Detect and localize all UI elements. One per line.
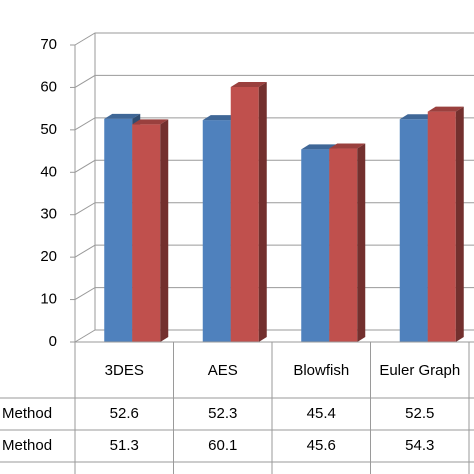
table-value: 52.5 xyxy=(405,405,435,422)
grid-line xyxy=(74,74,474,88)
table-value: 45.6 xyxy=(306,437,336,454)
y-tick-label: 30 xyxy=(40,206,57,223)
bar-side xyxy=(455,106,464,342)
table-value: 52.3 xyxy=(208,405,238,422)
bar-front xyxy=(301,149,330,342)
table-value: 54.3 xyxy=(405,437,435,454)
bar-front xyxy=(132,124,161,342)
legend-entry: Method xyxy=(2,405,53,422)
bar-top xyxy=(104,113,141,119)
bar-front xyxy=(202,120,231,342)
category-label: Blowfish xyxy=(293,362,350,379)
bar-top xyxy=(301,144,338,150)
bar-side xyxy=(258,82,267,343)
table-value: 52.6 xyxy=(109,405,139,422)
category-label: Euler Graph xyxy=(379,362,461,379)
bar-top xyxy=(427,106,464,112)
category-label: AES xyxy=(207,362,238,379)
bar-front xyxy=(399,119,428,342)
bar-front xyxy=(329,148,358,342)
bar-front xyxy=(230,87,259,342)
bar-top xyxy=(329,143,366,149)
bar-top xyxy=(230,82,267,88)
y-tick-label: 70 xyxy=(40,36,57,53)
bar-top xyxy=(399,114,436,120)
legend-entry: Method xyxy=(2,437,53,454)
bar-front xyxy=(104,118,133,342)
table-value: 45.4 xyxy=(306,405,336,422)
table-value: 51.3 xyxy=(109,437,139,454)
table-value: 60.1 xyxy=(208,437,238,454)
category-label: 3DES xyxy=(104,362,144,379)
bar-side xyxy=(160,119,169,342)
y-tick-label: 50 xyxy=(40,121,57,138)
grid-line xyxy=(74,32,474,46)
bar-front xyxy=(427,111,456,342)
bar-side xyxy=(357,143,366,342)
bar-top xyxy=(132,119,169,125)
y-tick-label: 60 xyxy=(40,78,57,95)
y-tick-label: 0 xyxy=(49,333,57,350)
grid-line xyxy=(74,117,474,131)
bar-top xyxy=(202,115,239,121)
y-tick-label: 20 xyxy=(40,248,57,265)
y-tick-label: 10 xyxy=(40,291,57,308)
y-tick-label: 40 xyxy=(40,163,57,180)
